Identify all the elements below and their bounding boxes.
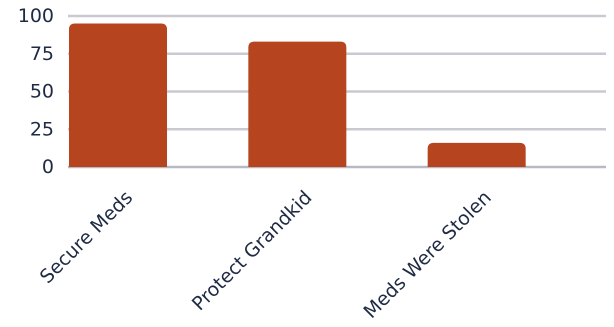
bar [427,142,526,167]
y-tick-label: 25 [30,118,54,140]
x-category-label: Secure Meds [36,187,137,288]
x-category-label: Protect Grandkid [188,187,317,316]
x-category-label: Meds Were Stolen [360,187,496,323]
y-tick-label: 50 [30,81,54,103]
y-tick-label: 100 [18,5,54,27]
x-axis-category-labels: Secure Meds Protect Grandkid Meds Were Sto… [36,187,496,323]
bar [69,23,167,167]
bar [248,41,347,167]
y-tick-label: 0 [42,156,54,178]
bars [69,23,526,167]
y-axis-tick-labels: 0 25 50 75 100 [18,5,54,178]
y-tick-label: 75 [30,43,54,65]
